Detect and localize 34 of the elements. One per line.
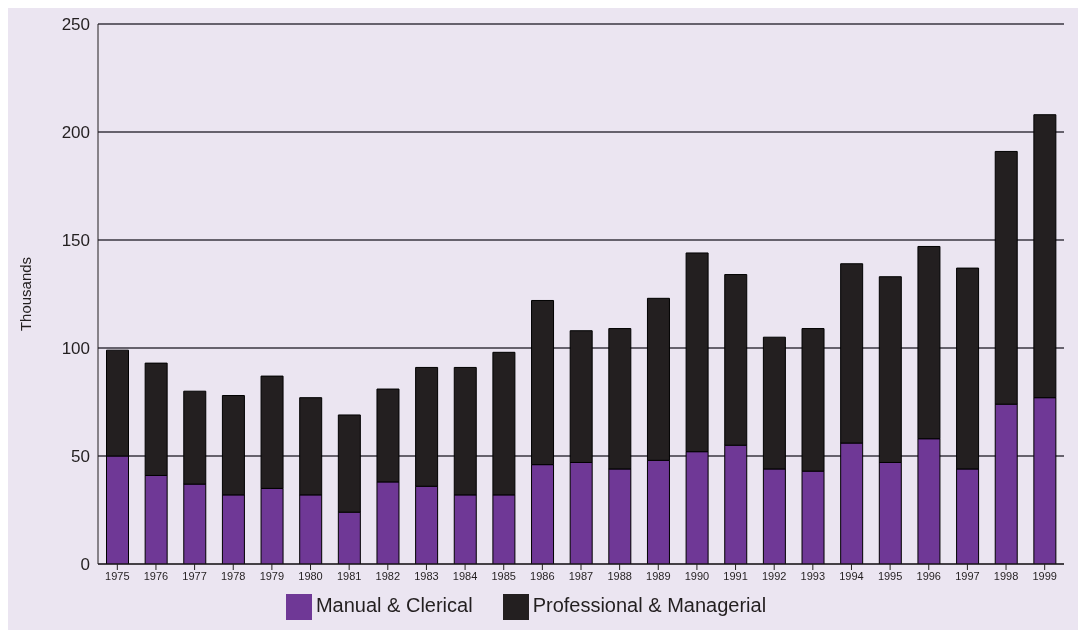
x-tick-label: 1994 <box>839 569 864 582</box>
x-tick-label: 1986 <box>530 569 555 582</box>
x-tick-label: 1988 <box>607 569 632 582</box>
y-tick-label: 150 <box>61 231 90 251</box>
x-tick-label: 1996 <box>916 569 941 582</box>
x-tick-label: 1989 <box>646 569 671 582</box>
x-tick-label: 1982 <box>375 569 401 582</box>
y-tick-label: 50 <box>71 447 90 467</box>
x-tick-label: 1991 <box>723 569 748 582</box>
y-axis-title: Thousands <box>17 256 35 332</box>
x-tick-label: 1980 <box>298 569 323 582</box>
x-tick-label: 1997 <box>955 569 980 582</box>
x-tick-label: 1999 <box>1032 569 1057 582</box>
y-tick-label: 250 <box>61 15 90 35</box>
x-tick-label: 1976 <box>143 569 169 582</box>
legend-label: Manual & Clerical <box>315 594 473 617</box>
x-tick-label: 1995 <box>877 569 903 582</box>
y-tick-label: 0 <box>80 555 90 575</box>
x-tick-label: 1978 <box>221 569 246 582</box>
x-tick-label: 1977 <box>182 569 207 582</box>
x-tick-label: 1993 <box>800 569 826 582</box>
legend-label: Professional & Managerial <box>532 594 767 617</box>
x-tick-label: 1979 <box>259 569 285 582</box>
x-tick-label: 1981 <box>336 569 362 582</box>
x-tick-label: 1990 <box>684 569 710 582</box>
x-tick-label: 1987 <box>568 569 594 582</box>
x-tick-label: 1998 <box>993 569 1019 582</box>
x-tick-label: 1975 <box>105 569 130 582</box>
x-tick-label: 1985 <box>491 569 516 582</box>
y-tick-label: 100 <box>61 339 90 359</box>
x-tick-label: 1984 <box>452 569 478 582</box>
x-tick-label: 1983 <box>414 569 439 582</box>
x-tick-label: 1992 <box>761 569 787 582</box>
y-tick-label: 200 <box>61 123 90 143</box>
